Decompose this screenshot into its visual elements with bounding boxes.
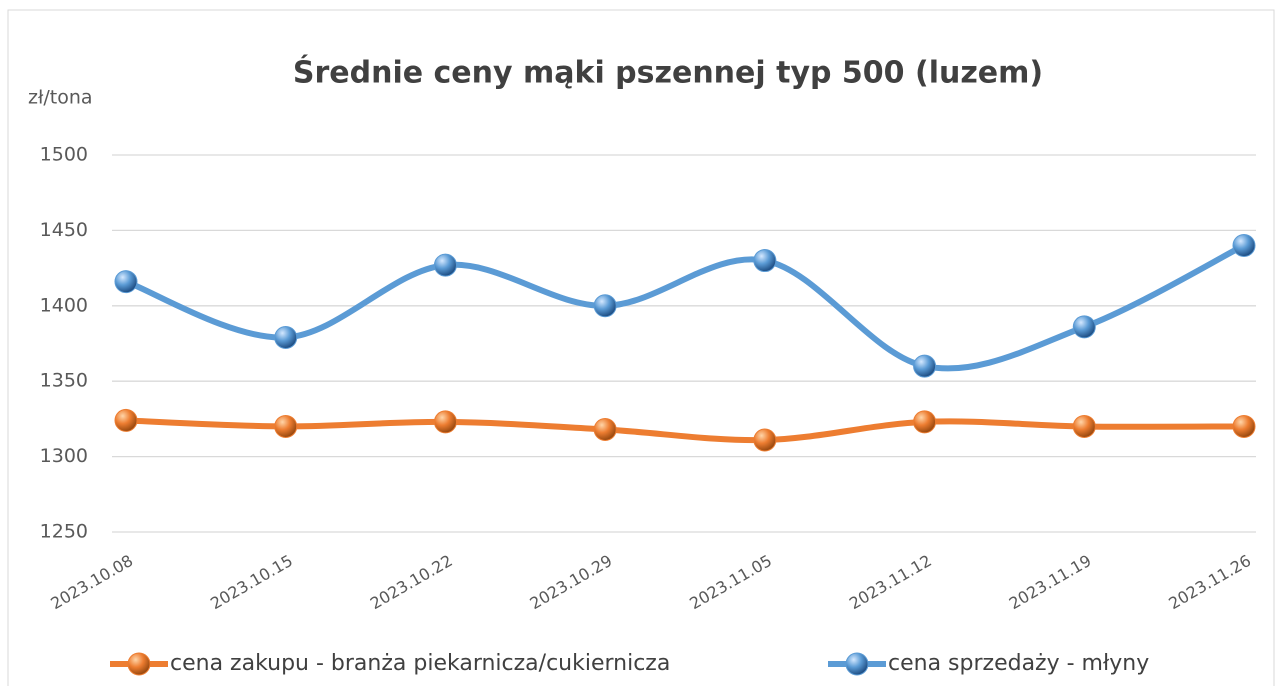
marker	[593, 294, 617, 318]
marker	[593, 417, 617, 441]
marker	[1072, 414, 1096, 438]
x-tick-label: 2023.10.08	[47, 551, 136, 613]
chart-title: Średnie ceny mąki pszennej typ 500 (luze…	[293, 54, 1043, 91]
marker	[913, 410, 937, 434]
marker	[114, 408, 138, 432]
legend-marker	[845, 652, 869, 676]
legend-label: cena zakupu - branża piekarnicza/cukiern…	[170, 651, 670, 676]
y-axis-label: zł/tona	[28, 87, 93, 109]
x-tick-label: 2023.10.29	[527, 551, 616, 613]
y-tick-label: 1300	[40, 445, 88, 467]
marker	[1072, 315, 1096, 339]
chart-border	[7, 9, 1275, 686]
y-tick-label: 1450	[40, 219, 88, 241]
x-tick-label: 2023.11.05	[686, 551, 775, 613]
marker	[433, 410, 457, 434]
marker	[753, 249, 777, 273]
marker	[274, 414, 298, 438]
y-tick-label: 1500	[40, 144, 88, 166]
legend-marker	[127, 652, 151, 676]
marker	[913, 354, 937, 378]
legend-label: cena sprzedaży - młyny	[888, 651, 1149, 676]
x-tick-label: 2023.11.26	[1165, 551, 1254, 613]
y-tick-label: 1250	[40, 521, 88, 543]
y-tick-label: 1400	[40, 294, 88, 316]
marker	[433, 253, 457, 277]
x-tick-label: 2023.11.19	[1006, 551, 1095, 613]
marker	[1232, 414, 1256, 438]
x-tick-label: 2023.10.22	[367, 551, 456, 613]
marker	[114, 270, 138, 294]
marker	[1232, 233, 1256, 257]
marker	[274, 325, 298, 349]
x-tick-label: 2023.10.15	[207, 551, 296, 613]
series-line	[123, 242, 1247, 372]
marker	[753, 428, 777, 452]
y-tick-label: 1350	[40, 370, 88, 392]
series-line	[123, 417, 1247, 444]
x-tick-label: 2023.11.12	[846, 551, 935, 613]
